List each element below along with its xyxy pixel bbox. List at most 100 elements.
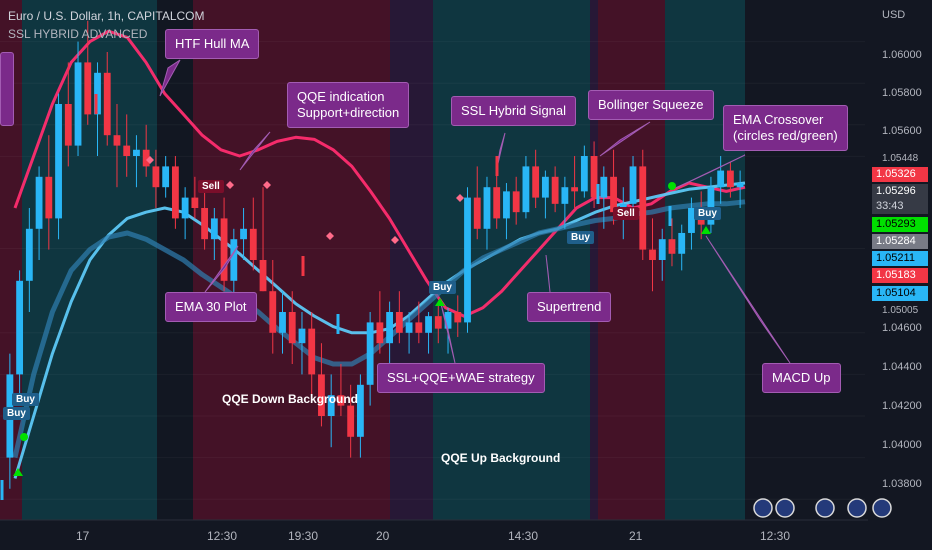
callout-qqe-indication: QQE indication Support+direction — [287, 82, 410, 128]
candle-body — [571, 187, 579, 192]
y-tick: 1.04000 — [882, 439, 922, 451]
candle-body — [415, 322, 423, 333]
qqe-diamond — [226, 181, 234, 189]
chart-title: Euro / U.S. Dollar, 1h, CAPITALCOM — [8, 9, 205, 23]
signal-markers — [0, 94, 711, 500]
candle-body — [45, 176, 53, 219]
candle-body — [736, 183, 744, 188]
candle-body — [444, 312, 452, 329]
callout-macd-up: MACD Up — [762, 363, 841, 393]
event-flag-icon — [753, 498, 773, 518]
qqe-diamond — [263, 181, 271, 189]
candle-body — [649, 249, 656, 260]
callout-ssl-hybrid-signal: SSL Hybrid Signal — [451, 96, 577, 126]
candle-body — [240, 228, 247, 240]
currency-label: USD — [882, 9, 906, 21]
candle-body — [532, 166, 540, 198]
candle-body — [269, 291, 277, 333]
y-tick: 1.05005 — [882, 305, 919, 316]
callout-bollinger-squeeze: Bollinger Squeeze — [588, 90, 714, 120]
buy-signal-tag: Buy — [429, 281, 456, 294]
buy-signal-tag: Buy — [694, 207, 721, 220]
qqe-diamond — [391, 236, 399, 244]
candle-body — [84, 62, 92, 115]
candle-body — [726, 170, 734, 188]
candle-body — [551, 176, 559, 204]
candle-body — [181, 197, 189, 219]
price-tag-ema: 1.05293 — [872, 217, 928, 232]
qqe-diamond — [146, 156, 154, 164]
qqe-background-band — [157, 0, 193, 520]
x-tick: 14:30 — [508, 529, 539, 543]
callout-htf-hull-ma: HTF Hull MA — [165, 29, 260, 59]
candle-body — [376, 322, 384, 344]
y-tick: 1.04400 — [882, 361, 922, 373]
economic-event-icons[interactable] — [753, 498, 892, 518]
candle-body — [425, 316, 432, 333]
candle-body — [191, 197, 199, 208]
qqe-background-band — [590, 0, 598, 520]
ema-cross-dot — [20, 433, 28, 441]
candle-body — [133, 149, 140, 156]
callout-pointer — [239, 131, 271, 171]
qqe-background-band — [0, 0, 22, 520]
x-tick: 19:30 — [288, 529, 319, 543]
candle-body — [493, 187, 501, 219]
candle-body — [55, 104, 62, 219]
event-flag-icon — [847, 498, 867, 518]
qqe-up-label: QQE Up Background — [441, 451, 561, 465]
callout-pointer — [599, 121, 651, 157]
qqe-down-label: QQE Down Background — [222, 392, 359, 406]
event-flag-icon — [775, 498, 795, 518]
macd-up-triangle — [435, 298, 445, 306]
callout-supertrend: Supertrend — [527, 292, 612, 322]
candle-body — [347, 405, 355, 437]
x-tick: 12:30 — [207, 529, 238, 543]
candle-body — [288, 312, 296, 344]
event-flag-icon — [872, 498, 892, 518]
callout-leaders — [159, 59, 791, 364]
candle-body — [434, 316, 442, 329]
candle-body — [220, 218, 228, 281]
candle-body — [171, 166, 179, 219]
y-tick: 1.04600 — [882, 322, 922, 334]
candle-body — [230, 239, 238, 281]
candle-body — [629, 166, 637, 204]
candle-body — [366, 322, 374, 385]
candle-body — [123, 145, 131, 156]
y-tick: 1.05448 — [882, 153, 919, 164]
callout-offscreen-left — [0, 52, 14, 126]
callout-ssl-qqe-wae: SSL+QQE+WAE strategy — [377, 363, 545, 393]
candle-body — [152, 166, 160, 188]
candle-body — [318, 374, 325, 416]
y-tick: 1.05800 — [882, 87, 922, 99]
candle-body — [327, 395, 335, 416]
candle-body — [103, 72, 111, 136]
candle-body — [580, 156, 588, 192]
candle-body — [658, 239, 666, 260]
candle-body — [590, 156, 598, 198]
candle-body — [454, 312, 462, 323]
callout-ema-crossover: EMA Crossover (circles red/green) — [723, 105, 848, 151]
candle-body — [201, 208, 209, 240]
candle-body — [210, 218, 218, 240]
countdown-tag: 33:43 — [872, 199, 928, 214]
candle-body — [639, 166, 647, 250]
candle-body — [668, 239, 676, 254]
candle-body — [356, 384, 364, 437]
callout-pointer — [675, 154, 746, 189]
x-tick: 21 — [629, 529, 643, 543]
candle-body — [298, 328, 306, 344]
x-axis-area — [0, 520, 932, 550]
candle-body — [249, 228, 257, 260]
callout-pointer — [705, 235, 791, 364]
candle-body — [25, 228, 33, 281]
candle-body — [541, 176, 549, 198]
y-tick: 1.05600 — [882, 125, 922, 137]
qqe-background-band — [390, 0, 433, 520]
candle-body — [600, 176, 608, 198]
x-tick: 17 — [76, 529, 90, 543]
qqe-diamond — [326, 232, 334, 240]
